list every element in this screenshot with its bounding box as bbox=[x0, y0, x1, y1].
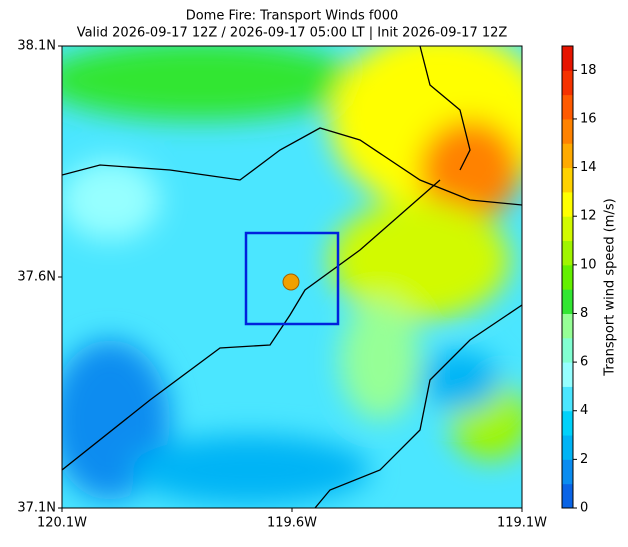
colorbar-swatch bbox=[562, 191, 573, 217]
colorbar-swatch bbox=[562, 313, 573, 339]
colorbar-swatch bbox=[562, 289, 573, 314]
colorbar-swatch bbox=[562, 167, 573, 193]
colorbar-tick-label: 14 bbox=[580, 160, 597, 175]
colorbar-swatch bbox=[562, 143, 573, 169]
colorbar-swatch bbox=[562, 386, 573, 412]
colorbar-label: Transport wind speed (m/s) bbox=[603, 198, 618, 376]
colorbar-frame bbox=[561, 45, 574, 509]
wind-field bbox=[62, 46, 522, 508]
colorbar-tick-label: 0 bbox=[580, 501, 588, 516]
chart-title: Dome Fire: Transport Winds f000 bbox=[186, 9, 399, 24]
colorbar-swatch bbox=[562, 46, 573, 71]
colorbar-swatch bbox=[562, 459, 573, 485]
colorbar-swatch bbox=[562, 216, 573, 242]
x-tick-label: 120.1W bbox=[37, 516, 87, 531]
colorbar-swatch bbox=[562, 94, 573, 120]
colorbar-tick-label: 12 bbox=[580, 209, 597, 224]
colorbar-swatch bbox=[562, 118, 573, 144]
colorbar-tick-label: 6 bbox=[580, 355, 588, 370]
y-tick-label: 37.1N bbox=[17, 501, 56, 516]
colorbar-swatch bbox=[562, 337, 573, 363]
colorbar-tick-label: 4 bbox=[580, 403, 588, 418]
colorbar-tick-label: 16 bbox=[580, 111, 597, 126]
chart-subtitle: Valid 2026-09-17 12Z / 2026-09-17 05:00 … bbox=[77, 26, 508, 41]
colorbar-swatch bbox=[562, 264, 573, 290]
colorbar-swatch bbox=[562, 70, 573, 96]
colorbar-swatch bbox=[562, 435, 573, 460]
colorbar-tick-label: 2 bbox=[580, 452, 588, 467]
colorbar-swatch bbox=[562, 483, 573, 509]
y-tick-label: 37.6N bbox=[17, 270, 56, 285]
colorbar-swatch bbox=[562, 410, 573, 436]
colorbar-tick-label: 10 bbox=[580, 257, 597, 272]
colorbar-tick-label: 18 bbox=[580, 63, 597, 78]
colorbar-swatch bbox=[562, 362, 573, 387]
x-tick-label: 119.6W bbox=[267, 516, 317, 531]
x-tick-label: 119.1W bbox=[497, 516, 547, 531]
colorbar-tick-label: 8 bbox=[580, 306, 588, 321]
colorbar-swatch bbox=[562, 240, 573, 266]
y-tick-label: 38.1N bbox=[17, 39, 56, 54]
